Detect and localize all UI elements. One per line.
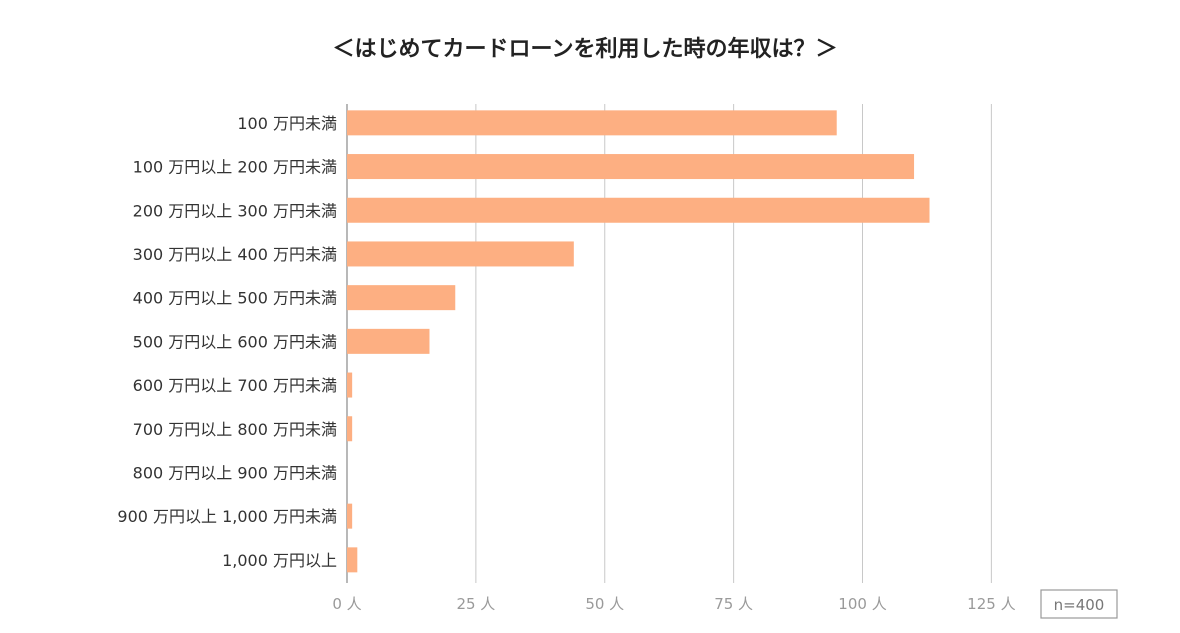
x-tick-label: 25 人	[456, 595, 495, 613]
chart-title: ＜はじめてカードローンを利用した時の年収は？＞	[333, 36, 838, 62]
bar	[347, 372, 353, 398]
gridlines	[346, 104, 992, 583]
x-tick-label: 125 人	[967, 595, 1015, 613]
bar	[347, 241, 574, 267]
category-label: 300 万円以上 400 万円未満	[133, 245, 337, 264]
bar	[347, 547, 358, 573]
sample-size-box: n=400	[1040, 589, 1118, 619]
x-tick-label: 75 人	[714, 595, 753, 613]
category-label: 800 万円以上 900 万円未満	[133, 463, 337, 482]
category-label: 1,000 万円以上	[222, 551, 337, 570]
x-tick-label: 0 人	[332, 595, 361, 613]
category-label: 400 万円以上 500 万円未満	[133, 289, 337, 308]
category-label: 500 万円以上 600 万円未満	[133, 332, 337, 351]
category-label: 100 万円以上 200 万円未満	[133, 158, 337, 177]
bar	[347, 503, 353, 529]
x-axis-tick-labels: 0 人 25 人 50 人 75 人 100 人 125 人	[332, 595, 1015, 613]
category-label: 700 万円以上 800 万円未満	[133, 420, 337, 439]
bar	[347, 416, 353, 442]
category-label: 200 万円以上 300 万円未満	[133, 201, 337, 220]
bars	[347, 110, 930, 573]
category-labels: 100 万円未満 100 万円以上 200 万円未満 200 万円以上 300 万円…	[117, 114, 337, 570]
sample-size-frame	[1040, 589, 1118, 619]
bar	[347, 110, 837, 136]
category-label: 600 万円以上 700 万円未満	[133, 376, 337, 395]
sample-size-label: n=400	[1054, 596, 1105, 614]
x-tick-label: 100 人	[838, 595, 886, 613]
x-tick-label: 50 人	[585, 595, 624, 613]
bar	[347, 285, 456, 311]
bar	[347, 197, 930, 223]
category-label: 100 万円未満	[237, 114, 337, 133]
bar	[347, 154, 915, 180]
bar	[347, 328, 430, 354]
category-label: 900 万円以上 1,000 万円未満	[117, 507, 337, 526]
